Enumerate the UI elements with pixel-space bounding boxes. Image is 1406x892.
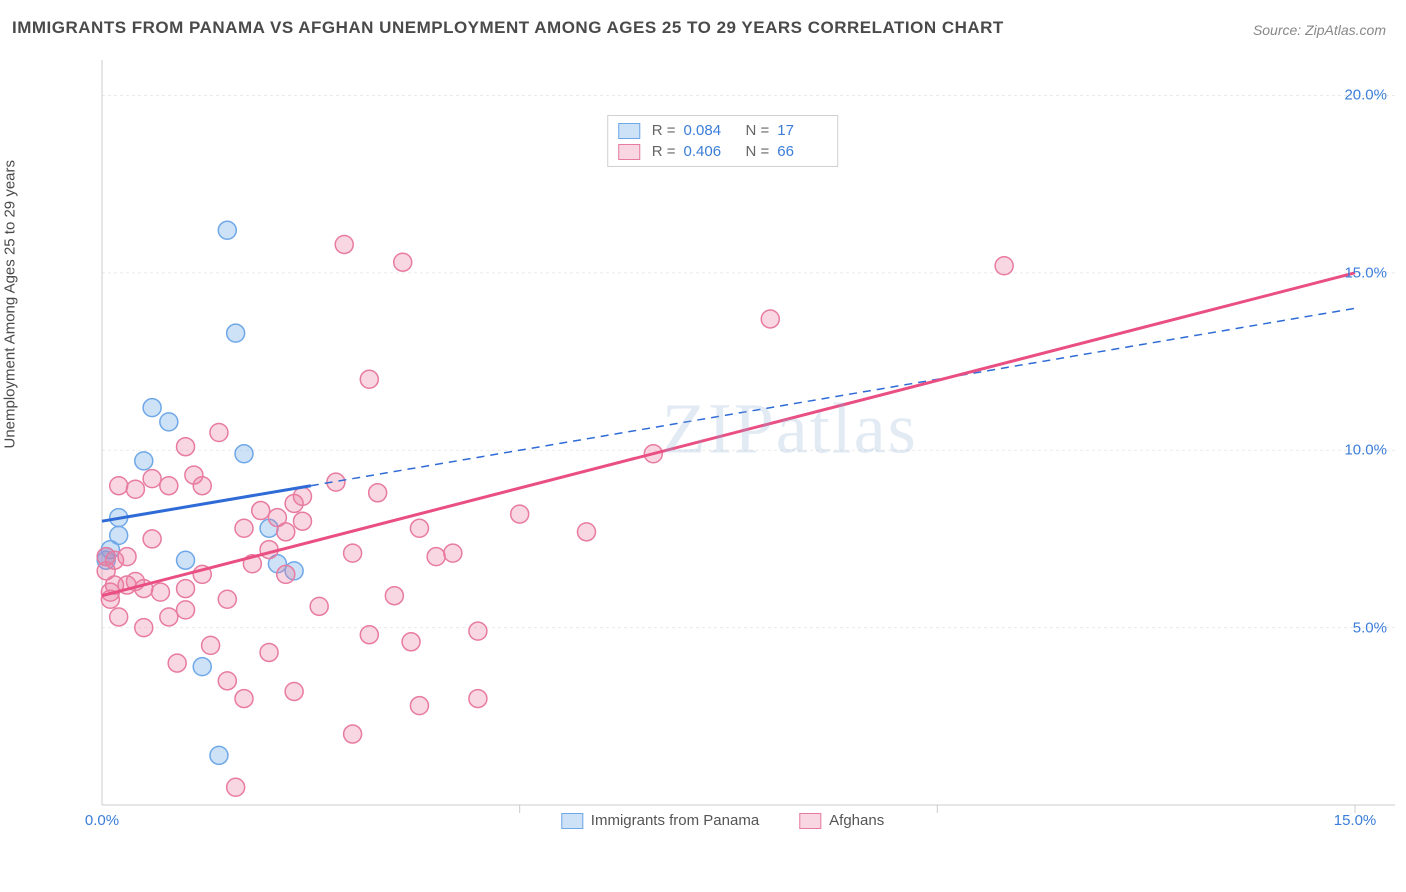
scatter-plot [50, 55, 1395, 835]
legend-label: Immigrants from Panama [591, 812, 759, 829]
chart-title: IMMIGRANTS FROM PANAMA VS AFGHAN UNEMPLO… [12, 18, 1004, 38]
legend-item-panama: Immigrants from Panama [561, 812, 759, 829]
n-label: N = [746, 122, 770, 139]
r-value-panama: 0.084 [684, 122, 734, 139]
swatch-afghans [799, 813, 821, 829]
chart-source: Source: ZipAtlas.com [1253, 22, 1386, 38]
chart-area: ZIPatlas R = 0.084 N = 17 R = 0.406 N = … [50, 55, 1395, 835]
y-axis-label: Unemployment Among Ages 25 to 29 years [2, 160, 19, 449]
legend-row-panama: R = 0.084 N = 17 [618, 120, 828, 141]
correlation-legend: R = 0.084 N = 17 R = 0.406 N = 66 [607, 115, 839, 167]
n-value-panama: 17 [777, 122, 827, 139]
y-tick-label: 10.0% [1344, 442, 1387, 459]
r-label: R = [652, 143, 676, 160]
legend-item-afghans: Afghans [799, 812, 884, 829]
swatch-panama [561, 813, 583, 829]
y-tick-label: 15.0% [1344, 264, 1387, 281]
n-label: N = [746, 143, 770, 160]
series-legend: Immigrants from Panama Afghans [561, 812, 884, 829]
x-tick-label: 15.0% [1334, 812, 1377, 829]
n-value-afghans: 66 [777, 143, 827, 160]
r-label: R = [652, 122, 676, 139]
y-tick-label: 20.0% [1344, 87, 1387, 104]
x-tick-label: 0.0% [85, 812, 119, 829]
swatch-panama [618, 123, 640, 139]
legend-label: Afghans [829, 812, 884, 829]
swatch-afghans [618, 144, 640, 160]
r-value-afghans: 0.406 [684, 143, 734, 160]
legend-row-afghans: R = 0.406 N = 66 [618, 141, 828, 162]
y-tick-label: 5.0% [1353, 619, 1387, 636]
